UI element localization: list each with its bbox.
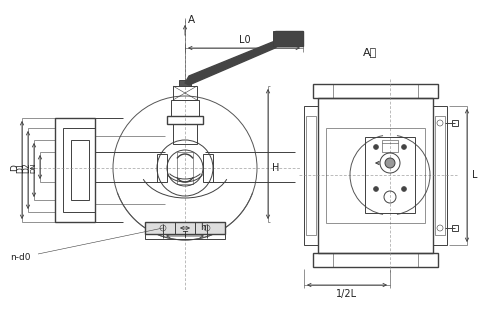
Bar: [173, 124, 197, 144]
Circle shape: [401, 186, 406, 192]
Bar: [63, 128, 95, 212]
Text: D: D: [11, 165, 19, 171]
Bar: [145, 222, 225, 234]
Text: D1: D1: [16, 163, 26, 173]
Bar: [157, 154, 166, 182]
Text: DN: DN: [30, 163, 36, 173]
Bar: [55, 118, 95, 222]
Bar: [272, 31, 302, 46]
Text: h: h: [200, 223, 205, 232]
Circle shape: [401, 145, 406, 149]
Circle shape: [384, 158, 394, 168]
Circle shape: [373, 186, 378, 192]
Bar: [381, 140, 397, 152]
Bar: [434, 116, 444, 235]
Bar: [451, 120, 457, 126]
Text: H: H: [272, 163, 279, 173]
Bar: [173, 86, 197, 100]
Text: L: L: [471, 170, 477, 180]
Bar: [166, 116, 203, 124]
Bar: [451, 225, 457, 231]
Bar: [179, 80, 191, 86]
Bar: [145, 234, 225, 239]
Text: A: A: [187, 15, 194, 25]
Bar: [364, 137, 414, 213]
Text: D2: D2: [22, 163, 31, 173]
Bar: [305, 116, 316, 235]
Text: T: T: [182, 232, 187, 241]
Bar: [171, 100, 198, 116]
Circle shape: [373, 145, 378, 149]
Bar: [312, 253, 437, 267]
Bar: [71, 140, 89, 200]
Polygon shape: [184, 41, 279, 85]
Bar: [203, 154, 212, 182]
Text: n-d0: n-d0: [10, 252, 30, 261]
Bar: [303, 106, 318, 245]
Bar: [177, 152, 193, 184]
Bar: [432, 106, 446, 245]
Text: 1/2L: 1/2L: [336, 289, 357, 299]
Text: A向: A向: [362, 47, 377, 57]
Bar: [312, 84, 437, 98]
Bar: [318, 98, 432, 253]
Text: L0: L0: [239, 35, 250, 45]
